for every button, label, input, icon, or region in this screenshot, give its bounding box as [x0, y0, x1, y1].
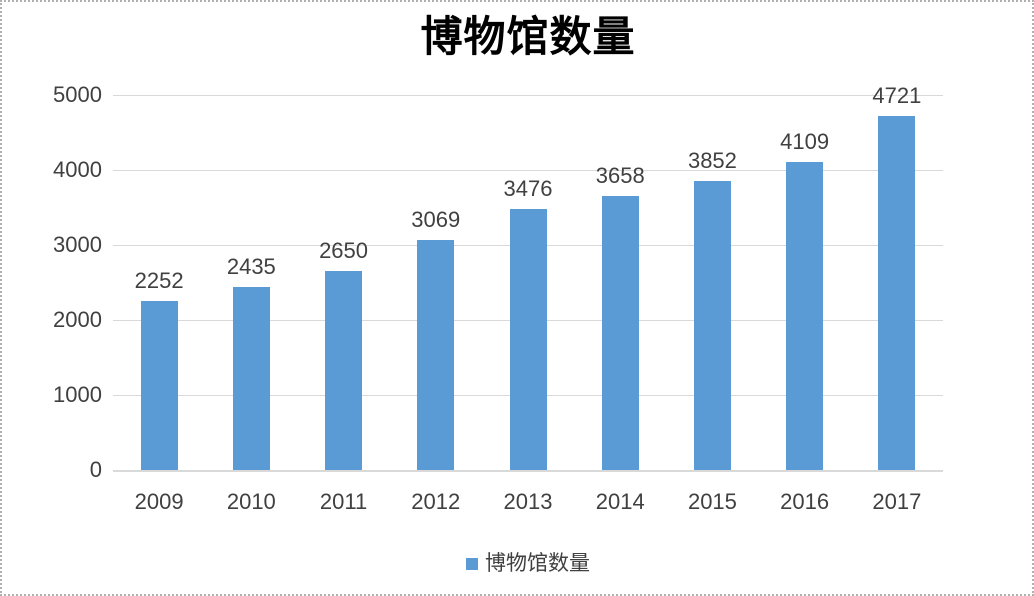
bar-2014 [601, 195, 639, 470]
x-tick-label-2009: 2009 [134, 489, 184, 514]
x-axis-line [113, 470, 943, 472]
bar-2010 [232, 287, 270, 470]
x-tick-label-2014: 2014 [595, 489, 645, 514]
y-tick-label-4000: 4000 [53, 157, 102, 182]
data-label-2011: 2650 [319, 238, 369, 264]
gridline-4000 [113, 170, 943, 171]
chart-title: 博物馆数量 [420, 15, 636, 61]
bar-2017 [878, 115, 916, 470]
x-tick-label-2013: 2013 [503, 489, 553, 514]
plot-area: 2252 2435 2650 3069 3476 3658 3852 4109 4721 [113, 83, 943, 472]
x-tick-label-2010: 2010 [226, 489, 276, 514]
x-tick-label-2016: 2016 [780, 489, 830, 514]
bar-2013 [509, 209, 547, 470]
y-tick-label-1000: 1000 [53, 382, 102, 407]
bar-2011 [325, 271, 363, 470]
data-label-2015: 3852 [687, 148, 737, 174]
x-tick-label-2015: 2015 [687, 489, 737, 514]
y-tick-label-5000: 5000 [53, 82, 102, 107]
y-tick-label-0: 0 [89, 457, 102, 482]
legend: 博物馆数量 [113, 550, 943, 578]
data-label-2009: 2252 [134, 268, 184, 294]
data-label-2016: 4109 [780, 128, 830, 154]
bar-2016 [786, 161, 824, 470]
data-label-2017: 4721 [872, 82, 922, 108]
x-tick-label-2011: 2011 [319, 489, 368, 514]
data-label-2012: 3069 [411, 206, 461, 232]
x-tick-label-2012: 2012 [411, 489, 461, 514]
legend-marker-icon [466, 558, 478, 570]
y-tick-label-2000: 2000 [53, 307, 102, 332]
y-tick-label-3000: 3000 [53, 232, 102, 257]
bar-2009 [140, 301, 178, 470]
gridline-5000 [113, 95, 943, 96]
data-label-2013: 3476 [503, 176, 553, 202]
x-tick-label-2017: 2017 [872, 489, 922, 514]
data-label-2014: 3658 [595, 162, 645, 188]
bar-2012 [417, 239, 455, 470]
bar-2015 [693, 181, 731, 470]
legend-label: 博物馆数量 [485, 552, 590, 575]
data-label-2010: 2435 [226, 254, 276, 280]
